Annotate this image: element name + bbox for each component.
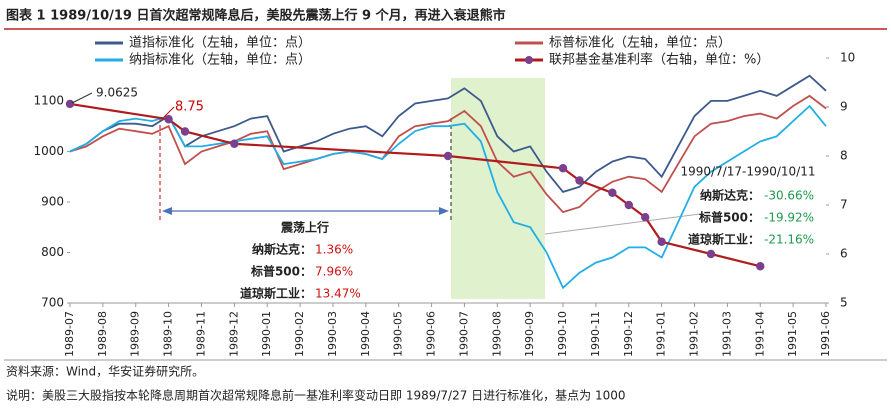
legend-label: 道指标准化（左轴，单位：点） [129,36,311,51]
x-tick-label: 1990-03 [326,311,339,357]
rate-marker [164,115,173,124]
annotation-name: 标普500： [698,210,760,225]
x-tick-label: 1990-12 [622,311,635,357]
x-tick-label: 1989-08 [96,311,109,357]
series-line [69,102,761,268]
rate-marker [706,249,716,259]
x-tick-label: 1991-06 [819,311,832,357]
chart-title: 图表 1 1989/10/19 日首次超常规降息后，美股先震荡上行 9 个月，再… [6,8,506,24]
y-tick-label: 1100 [33,93,64,107]
y2-tick-label: 7 [840,198,848,212]
x-tick-label: 1991-05 [786,311,799,357]
rate-marker [180,127,190,136]
rate-marker [608,188,617,197]
x-tick-label: 1990-07 [457,311,470,357]
x-tick-label: 1989-09 [129,311,142,357]
annotation-name: 道琼斯工业： [240,286,312,301]
rate-marker [756,262,765,271]
legend-label: 纳指标准化（左轴，单位：点） [129,53,311,68]
annotation-value: 1.36% [315,243,353,257]
annotation-value: -30.66% [764,189,814,203]
y-tick-label: 800 [41,245,64,259]
y2-tick-label: 8 [840,149,848,163]
y2-tick-label: 9 [840,100,848,114]
source: 资料来源：Wind，华安证券研究所。 [6,364,204,379]
series-line [69,104,827,290]
rate-label: 9.0625 [96,86,138,100]
rate-marker [443,151,453,161]
x-tick-label: 1989-11 [194,311,207,357]
legend-label: 联邦基金基准利率（右轴，单位：%） [549,52,769,68]
series-line [69,74,827,193]
annotation-value: 7.96% [315,265,353,279]
rate-marker [575,176,584,185]
x-tick-label: 1991-02 [688,311,701,357]
x-tick-label: 1990-01 [260,311,273,357]
y2-tick-label: 5 [840,296,848,310]
x-tick-label: 1989-10 [162,311,175,357]
annotation-title: 震荡上行 [281,220,329,235]
legend-label: 标普标准化（左轴，单位：点） [549,36,731,51]
y2-tick-label: 6 [840,247,848,261]
x-tick-label: 1989-12 [227,311,240,357]
rate-marker [65,99,75,109]
x-tick-label: 1990-09 [523,311,536,357]
annotation-name: 纳斯达克： [252,242,312,257]
annotation-title: 1990/7/17-1990/10/11 [680,165,815,179]
x-tick-label: 1991-01 [655,311,668,357]
y2-tick-label: 10 [840,51,855,65]
annotation-value: -19.92% [764,211,814,225]
arrow-head [439,207,449,215]
recession-shade [451,78,545,299]
arrow-head [162,207,172,215]
rate-label: 8.75 [175,100,204,115]
leader-line [544,213,701,235]
legend-marker [525,56,533,64]
annotation-name: 标普500： [250,264,312,279]
rate-label-leader [71,92,93,104]
x-tick-label: 1989-07 [63,311,76,357]
annotation-name: 道琼斯工业： [688,232,760,247]
x-tick-label: 1990-10 [556,311,569,357]
rate-marker [230,139,239,148]
x-tick-label: 1990-05 [392,311,405,357]
annotation-name: 纳斯达克： [700,188,760,203]
y-tick-label: 1000 [33,144,64,158]
annotation-value: 13.47% [315,287,361,301]
rate-marker [657,237,666,246]
rate-marker [558,164,568,173]
y-tick-label: 700 [41,296,64,310]
annotation-value: -21.16% [764,233,814,247]
y-tick-label: 900 [41,194,64,208]
x-tick-label: 1991-03 [720,311,733,357]
series-line [69,94,827,214]
rate-marker [641,213,650,222]
x-tick-label: 1991-04 [753,311,766,357]
x-tick-label: 1990-08 [490,311,503,357]
note: 说明：美股三大股指按本轮降息周期首次超常规降息前一基准利率变动日即 1989/7… [6,388,626,403]
x-tick-label: 1990-06 [425,311,438,357]
x-tick-label: 1990-11 [589,311,602,357]
rate-marker [624,200,633,210]
rate-label-leader [163,106,175,118]
x-tick-label: 1990-02 [293,311,306,357]
x-tick-label: 1990-04 [359,311,372,357]
